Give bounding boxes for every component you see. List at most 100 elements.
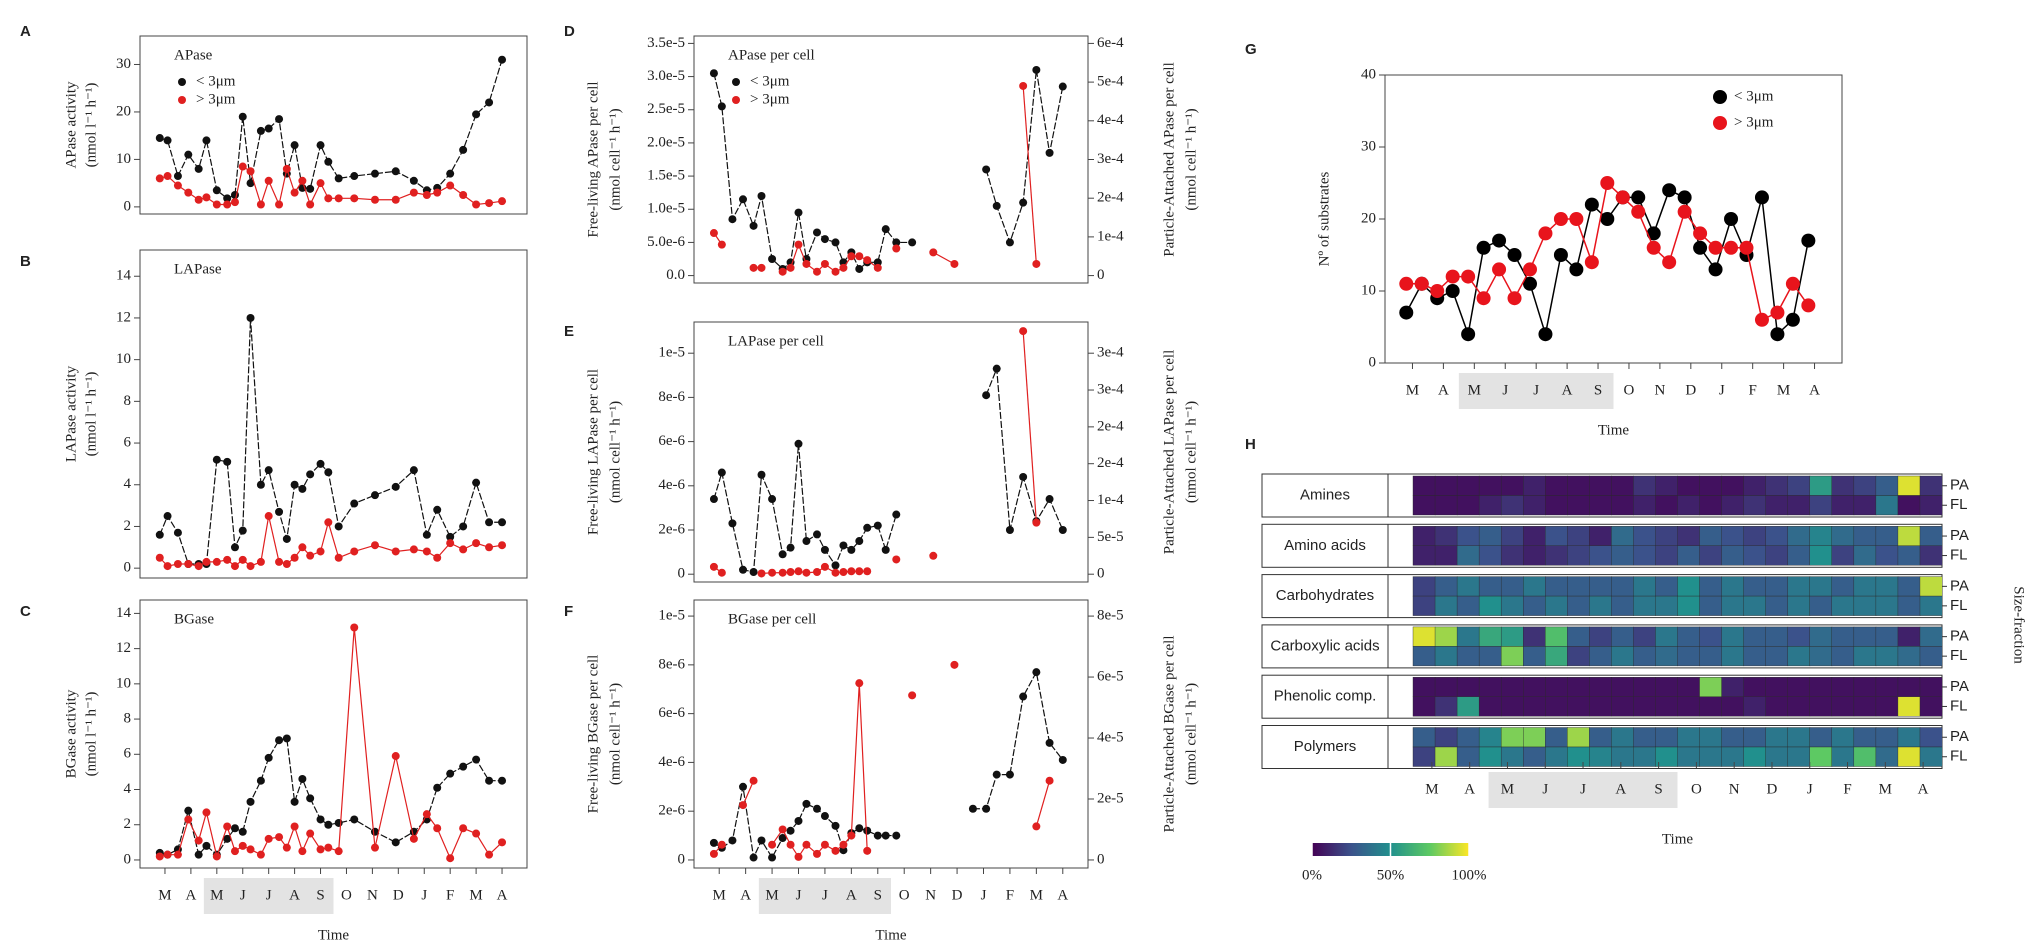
point xyxy=(839,840,848,849)
heat-cell xyxy=(1456,727,1480,748)
y2-tick-label: 2e-4 xyxy=(1097,418,1124,434)
point xyxy=(350,499,359,508)
y-tick-label: 30 xyxy=(1361,138,1376,154)
point xyxy=(1584,197,1599,212)
heat-cell xyxy=(1831,727,1855,748)
y2-tick-label: 3e-4 xyxy=(1097,345,1124,361)
point xyxy=(1507,248,1522,262)
point xyxy=(757,191,766,200)
y-tick-label: 14 xyxy=(116,268,132,284)
x-tick-label: A xyxy=(1809,382,1820,398)
heat-cell xyxy=(1743,746,1767,767)
heat-cell xyxy=(1765,576,1789,597)
heat-cell xyxy=(1787,696,1811,717)
point xyxy=(485,199,494,208)
point xyxy=(786,543,795,552)
point xyxy=(1646,226,1661,241)
point xyxy=(223,194,232,203)
heat-cell xyxy=(1412,677,1436,697)
heat-cell xyxy=(1765,495,1789,516)
group-label: Carboxylic acids xyxy=(1270,637,1379,654)
point xyxy=(855,824,864,833)
point xyxy=(282,534,291,543)
point xyxy=(831,238,840,247)
x-tick-label: N xyxy=(1654,382,1665,398)
x-tick-label: M xyxy=(1425,781,1438,797)
y-axis-label: Size-fraction xyxy=(2011,586,2027,664)
heat-cell xyxy=(1765,595,1789,616)
heat-cell xyxy=(1633,626,1656,647)
heat-cell xyxy=(1500,526,1524,546)
point xyxy=(459,522,468,531)
heat-cell xyxy=(1456,646,1480,667)
heat-cell xyxy=(1434,646,1458,667)
heat-cell xyxy=(1611,746,1634,767)
row-label: FL xyxy=(1950,496,1968,513)
point xyxy=(794,852,803,861)
point xyxy=(173,528,182,537)
heat-cell xyxy=(1412,526,1436,546)
point xyxy=(422,547,431,556)
heat-cell xyxy=(1831,475,1855,496)
heat-cell xyxy=(1567,727,1590,748)
x-tick-label: A xyxy=(846,887,857,903)
heat-cell xyxy=(1743,626,1767,647)
x-axis-label: Time xyxy=(1662,831,1693,847)
heat-cell xyxy=(1765,526,1789,546)
heat-cell xyxy=(1589,727,1612,748)
point xyxy=(472,200,481,209)
point xyxy=(768,853,777,862)
heat-cell xyxy=(1853,526,1877,546)
point xyxy=(1058,755,1067,764)
series-line xyxy=(782,242,879,273)
heat-cell xyxy=(1456,576,1480,597)
heat-cell xyxy=(1478,526,1502,546)
heat-cell xyxy=(1633,495,1656,516)
heat-cell xyxy=(1478,727,1502,748)
point xyxy=(212,852,221,861)
heat-cell xyxy=(1655,475,1679,496)
x-tick-label: J xyxy=(421,887,427,903)
row-label: FL xyxy=(1950,697,1968,714)
point xyxy=(485,776,494,785)
y-tick-label: 10 xyxy=(116,151,131,167)
y2-tick-label: 1e-4 xyxy=(1097,228,1124,244)
point xyxy=(794,240,803,249)
point xyxy=(749,853,758,862)
heat-cell xyxy=(1545,626,1568,647)
y-tick-label: 10 xyxy=(1361,282,1376,298)
point xyxy=(813,567,821,576)
point xyxy=(1708,262,1723,277)
point xyxy=(847,567,856,576)
heat-cell xyxy=(1523,626,1546,647)
y-tick-label: 10 xyxy=(116,675,131,691)
y-tick-label: 2.5e-5 xyxy=(647,101,685,117)
point xyxy=(446,769,455,778)
legend-marker xyxy=(178,78,186,86)
heat-cell xyxy=(1456,626,1480,647)
heat-cell xyxy=(1677,576,1701,597)
series-line xyxy=(1022,85,1037,265)
point xyxy=(409,834,418,843)
point xyxy=(768,495,777,504)
heat-cell xyxy=(1853,746,1877,767)
point xyxy=(768,568,777,577)
panel-letter: D xyxy=(564,23,575,40)
panel-letter: B xyxy=(20,253,31,270)
point xyxy=(202,136,211,145)
point xyxy=(847,252,856,261)
point xyxy=(992,364,1001,373)
heat-cell xyxy=(1919,595,1943,616)
point xyxy=(717,240,726,249)
heat-cell xyxy=(1721,677,1745,697)
y2-tick-label: 5e-5 xyxy=(1097,529,1124,545)
point xyxy=(1569,262,1584,277)
x-tick-label: A xyxy=(185,887,196,903)
x-axis-label: Time xyxy=(1598,422,1629,438)
point xyxy=(184,559,193,568)
heat-cell xyxy=(1567,746,1590,767)
point xyxy=(282,843,291,852)
heat-cell xyxy=(1919,727,1943,748)
x-tick-label: M xyxy=(469,887,482,903)
x-tick-label: M xyxy=(1468,382,1481,398)
